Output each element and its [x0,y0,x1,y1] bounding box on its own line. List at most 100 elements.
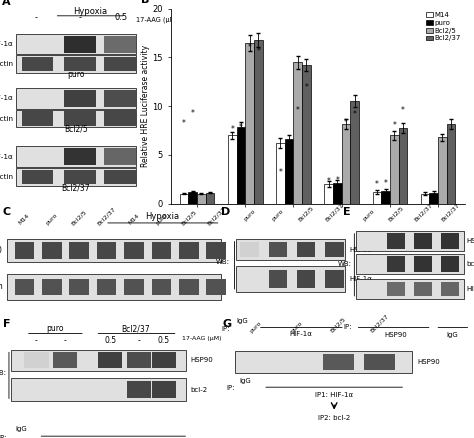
Bar [333,183,342,204]
Text: *: * [230,125,234,134]
Text: *: * [191,109,195,118]
Bar [240,270,259,288]
Bar [64,111,96,126]
Bar [414,282,432,296]
Bar [350,101,359,204]
Bar [297,270,316,288]
Text: *: * [383,179,387,187]
Bar [24,352,48,368]
Bar [360,282,378,296]
Text: puro: puro [45,212,59,226]
Text: *: * [248,42,252,52]
Bar [269,242,287,258]
Text: *: * [344,118,348,127]
Text: *: * [239,123,243,131]
Text: Bcl2/37: Bcl2/37 [62,183,90,192]
Bar [297,242,316,258]
Text: HIF-1α: HIF-1α [0,41,13,47]
Bar [24,381,48,398]
Bar [447,124,456,204]
Text: β-actin: β-actin [0,174,13,180]
Text: *: * [336,176,339,185]
Bar [441,233,459,249]
Bar [421,194,429,204]
Text: *: * [182,119,186,127]
Bar [441,282,459,296]
Bar [324,184,333,204]
Text: β-actin: β-actin [0,61,13,67]
Bar [64,57,96,71]
Bar [228,135,237,204]
Text: *: * [401,106,405,115]
Bar [22,170,53,184]
Bar [124,279,144,295]
Text: HIF-1α: HIF-1α [289,331,312,337]
Text: *: * [256,46,260,56]
Text: Bcl2/37: Bcl2/37 [440,202,460,222]
Text: -: - [64,336,66,345]
Text: A: A [2,0,10,7]
Bar [179,242,199,259]
Text: HSP90: HSP90 [467,238,474,244]
Text: *: * [296,106,300,115]
Bar [127,381,151,398]
Text: Bcl2/37: Bcl2/37 [413,202,433,222]
Text: bcl-2: bcl-2 [191,387,208,392]
Bar [206,279,226,295]
Text: E: E [344,207,351,217]
Text: *: * [305,83,309,92]
Bar [42,242,62,259]
Bar [104,35,136,53]
Bar [240,354,271,370]
Text: HSP90: HSP90 [384,332,407,338]
Bar [22,35,53,53]
Text: Hypoxia: Hypoxia [73,7,107,16]
Text: IgG: IgG [447,332,458,338]
Bar [414,233,432,249]
Bar [325,270,344,288]
Bar [11,378,186,401]
Text: D: D [220,207,230,217]
Bar [16,88,136,109]
Text: 0.5: 0.5 [104,336,116,345]
Y-axis label: Relative HRE Luciferase activity: Relative HRE Luciferase activity [141,45,150,167]
Text: *: * [353,110,356,119]
Text: HSP90: HSP90 [349,247,372,253]
Text: Hypoxia: Hypoxia [145,212,179,221]
Bar [69,242,89,259]
Bar [64,170,96,184]
Bar [7,274,220,300]
Bar [293,62,302,204]
Bar [387,256,405,272]
Bar [152,242,171,259]
Bar [237,127,246,204]
Text: -: - [35,336,38,345]
Text: -: - [35,13,37,22]
Bar [22,148,53,166]
Bar [42,279,62,295]
Bar [254,40,263,204]
Text: puro: puro [243,208,256,222]
Bar [438,138,447,204]
Bar [206,242,226,259]
Bar [360,256,378,272]
Text: Bcl2/5: Bcl2/5 [71,208,88,226]
Bar [399,127,407,204]
Text: Bcl2/37: Bcl2/37 [206,206,227,226]
Text: M14: M14 [128,213,140,226]
Text: puro: puro [67,70,84,79]
Bar [64,35,96,53]
Bar [127,352,151,368]
Bar [16,34,136,54]
Text: B: B [141,0,150,5]
Bar [285,139,293,204]
Text: IgG: IgG [239,378,251,385]
Text: bcl-2: bcl-2 [467,261,474,267]
Text: HSP90: HSP90 [0,246,2,255]
Text: Bcl2/5: Bcl2/5 [298,205,315,222]
Bar [325,242,344,258]
Bar [16,55,136,73]
Text: -: - [79,13,82,22]
Bar [22,57,53,71]
Bar [236,266,345,292]
